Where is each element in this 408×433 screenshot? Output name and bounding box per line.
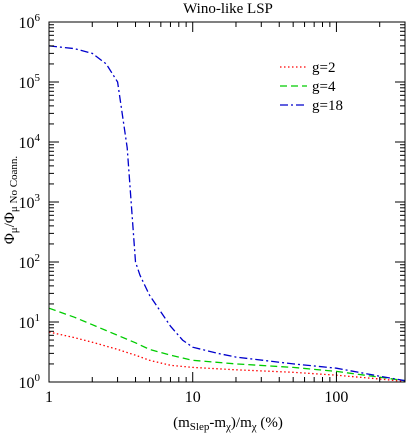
x-axis-label: (mSlep-mχ)/mχ (%) bbox=[173, 415, 283, 433]
legend-label: g=4 bbox=[312, 79, 336, 95]
y-tick-label: 101 bbox=[19, 312, 41, 332]
legend-label: g=2 bbox=[312, 60, 335, 76]
y-axis-label: Φμ/Φμ No Coann. bbox=[2, 156, 20, 245]
plot-area bbox=[48, 45, 406, 383]
tick-labels: 1 10 100 100 101 102 103 104 105 106 bbox=[19, 12, 349, 406]
legend-label: g=18 bbox=[312, 98, 343, 114]
y-tick-label: 100 bbox=[19, 372, 41, 392]
chart-title: Wino-like LSP bbox=[183, 1, 273, 17]
x-tick-label: 10 bbox=[185, 389, 201, 406]
axis-ticks bbox=[48, 21, 406, 383]
y-tick-label: 105 bbox=[19, 72, 41, 92]
y-tick-label: 103 bbox=[19, 192, 41, 212]
y-tick-label: 102 bbox=[19, 252, 41, 272]
x-tick-label: 1 bbox=[45, 389, 53, 406]
y-tick-label: 106 bbox=[19, 12, 41, 32]
series-line-g=4 bbox=[48, 307, 406, 382]
series-line-g=18 bbox=[48, 45, 406, 382]
legend: g=2 g=4 g=18 bbox=[280, 60, 343, 114]
y-tick-label: 104 bbox=[19, 132, 41, 152]
x-tick-label: 100 bbox=[324, 389, 348, 406]
plot-frame bbox=[48, 21, 406, 383]
